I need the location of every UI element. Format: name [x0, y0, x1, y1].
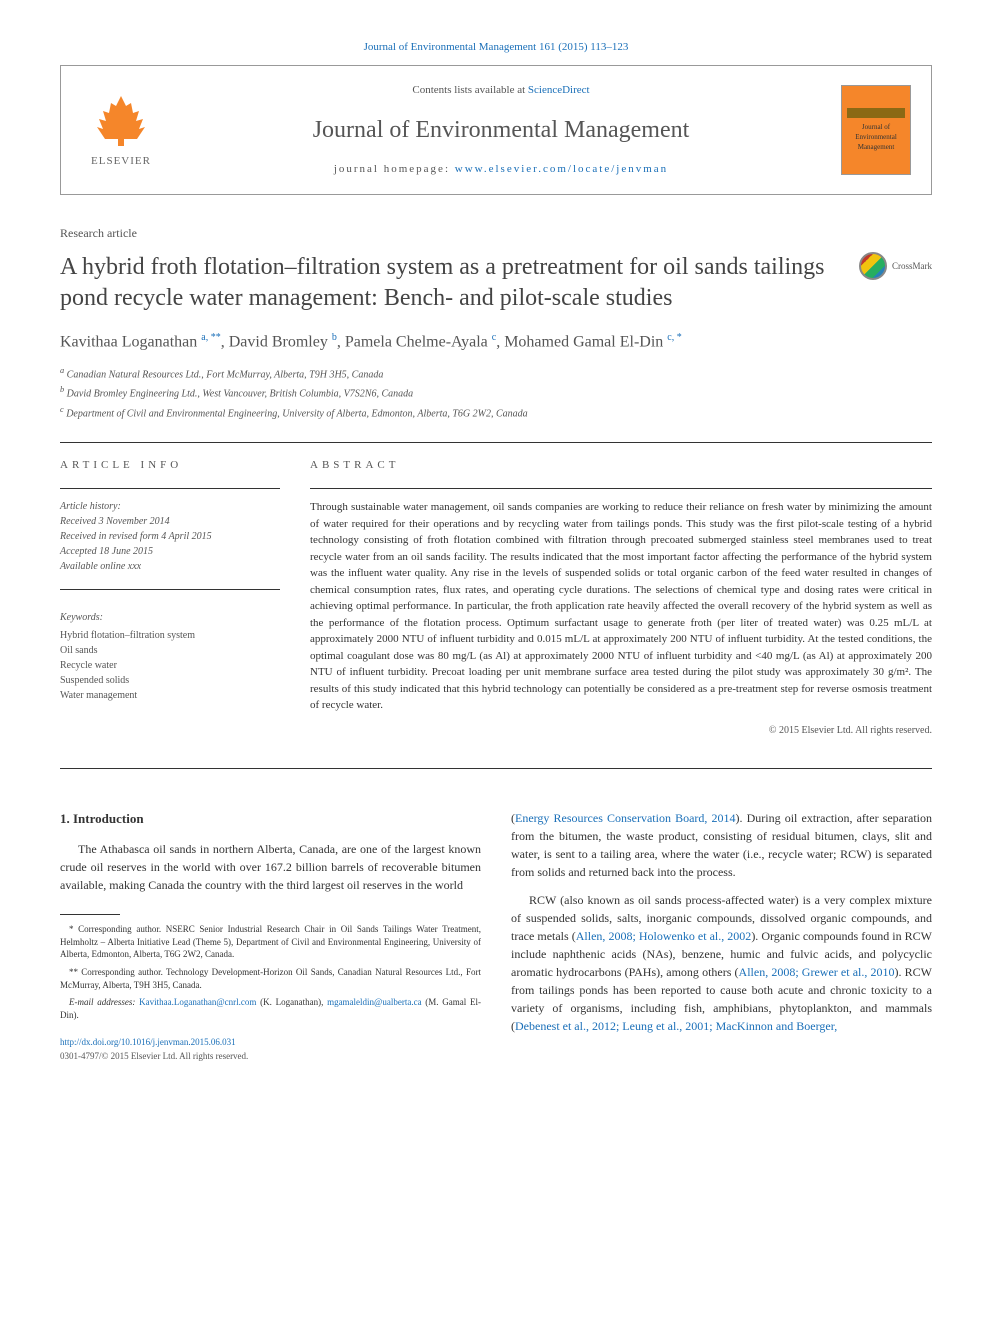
- journal-title: Journal of Environmental Management: [161, 114, 841, 148]
- email-link-2[interactable]: mgamaleldin@ualberta.ca: [327, 997, 422, 1007]
- article-type: Research article: [60, 225, 932, 242]
- keywords-divider: [60, 589, 280, 590]
- top-citation-link: Journal of Environmental Management 161 …: [60, 40, 932, 55]
- keyword-4: Suspended solids: [60, 673, 280, 688]
- contents-prefix: Contents lists available at: [412, 84, 527, 96]
- crossmark-icon: [859, 252, 887, 280]
- footnotes: * Corresponding author. NSERC Senior Ind…: [60, 923, 481, 1021]
- affiliation-b: b David Bromley Engineering Ltd., West V…: [60, 383, 932, 402]
- article-info-column: ARTICLE INFO Article history: Received 3…: [60, 458, 280, 738]
- homepage-link[interactable]: www.elsevier.com/locate/jenvman: [455, 163, 668, 175]
- received-date: Received 3 November 2014: [60, 514, 280, 529]
- intro-para-2: RCW (also known as oil sands process-aff…: [511, 891, 932, 1035]
- divider-top: [60, 442, 932, 443]
- revised-date: Received in revised form 4 April 2015: [60, 529, 280, 544]
- journal-header: ELSEVIER Contents lists available at Sci…: [60, 65, 932, 195]
- abstract-text: Through sustainable water management, oi…: [310, 499, 932, 714]
- info-divider: [60, 488, 280, 489]
- page-footer: http://dx.doi.org/10.1016/j.jenvman.2015…: [60, 1036, 481, 1063]
- doi-link[interactable]: http://dx.doi.org/10.1016/j.jenvman.2015…: [60, 1037, 236, 1047]
- top-citation[interactable]: Journal of Environmental Management 161 …: [364, 41, 629, 53]
- abstract-heading: ABSTRACT: [310, 458, 932, 473]
- journal-cover-thumbnail: Journal of Environmental Management: [841, 85, 911, 175]
- divider-bottom: [60, 768, 932, 769]
- keywords-label: Keywords:: [60, 610, 280, 625]
- homepage-line: journal homepage: www.elsevier.com/locat…: [161, 162, 841, 177]
- title-row: A hybrid froth flotation–filtration syst…: [60, 252, 932, 314]
- elsevier-logo: ELSEVIER: [81, 85, 161, 175]
- affiliation-c: c Department of Civil and Environmental …: [60, 403, 932, 422]
- info-abstract-row: ARTICLE INFO Article history: Received 3…: [60, 458, 932, 738]
- footnote-dstar: ** Corresponding author. Technology Deve…: [60, 966, 481, 991]
- intro-para-1: The Athabasca oil sands in northern Albe…: [60, 840, 481, 894]
- cover-bar: [847, 108, 905, 118]
- abstract-copyright: © 2015 Elsevier Ltd. All rights reserved…: [310, 724, 932, 738]
- affiliation-a: a Canadian Natural Resources Ltd., Fort …: [60, 364, 932, 383]
- ref-link-debenest[interactable]: Debenest et al., 2012; Leung et al., 200…: [515, 1019, 837, 1033]
- keyword-5: Water management: [60, 688, 280, 703]
- homepage-prefix: journal homepage:: [334, 163, 455, 175]
- cover-line2: Environmental: [855, 133, 897, 143]
- introduction-heading: 1. Introduction: [60, 809, 481, 829]
- ref-link-allen-holowenko[interactable]: Allen, 2008; Holowenko et al., 2002: [576, 929, 752, 943]
- affiliations: a Canadian Natural Resources Ltd., Fort …: [60, 364, 932, 422]
- article-title: A hybrid froth flotation–filtration syst…: [60, 252, 859, 314]
- email-link-1[interactable]: Kavithaa.Loganathan@cnrl.com: [139, 997, 256, 1007]
- sciencedirect-link[interactable]: ScienceDirect: [528, 84, 590, 96]
- keyword-1: Hybrid flotation–filtration system: [60, 628, 280, 643]
- authors-list: Kavithaa Loganathan a, **, David Bromley…: [60, 330, 932, 354]
- history-label: Article history:: [60, 499, 280, 514]
- footnote-emails: E-mail addresses: Kavithaa.Loganathan@cn…: [60, 996, 481, 1021]
- available-date: Available online xxx: [60, 559, 280, 574]
- cover-line1: Journal of: [862, 123, 890, 133]
- intro-para-1-cont: (Energy Resources Conservation Board, 20…: [511, 809, 932, 881]
- keywords-block: Keywords: Hybrid flotation–filtration sy…: [60, 610, 280, 703]
- crossmark-label: CrossMark: [892, 260, 932, 273]
- accepted-date: Accepted 18 June 2015: [60, 544, 280, 559]
- abstract-column: ABSTRACT Through sustainable water manag…: [310, 458, 932, 738]
- header-center: Contents lists available at ScienceDirec…: [161, 83, 841, 177]
- cover-line3: Management: [858, 143, 895, 153]
- body-columns: 1. Introduction The Athabasca oil sands …: [60, 809, 932, 1064]
- article-history: Article history: Received 3 November 201…: [60, 499, 280, 574]
- issn-copyright: 0301-4797/© 2015 Elsevier Ltd. All right…: [60, 1051, 248, 1061]
- footnote-separator: [60, 914, 120, 915]
- footnote-star: * Corresponding author. NSERC Senior Ind…: [60, 923, 481, 961]
- crossmark-badge[interactable]: CrossMark: [859, 252, 932, 280]
- elsevier-text: ELSEVIER: [91, 154, 151, 169]
- ref-link-ercb[interactable]: Energy Resources Conservation Board, 201…: [515, 811, 736, 825]
- abstract-divider: [310, 488, 932, 489]
- article-info-heading: ARTICLE INFO: [60, 458, 280, 473]
- keyword-3: Recycle water: [60, 658, 280, 673]
- contents-list-line: Contents lists available at ScienceDirec…: [161, 83, 841, 98]
- ref-link-allen-grewer[interactable]: Allen, 2008; Grewer et al., 2010: [739, 965, 895, 979]
- keyword-2: Oil sands: [60, 643, 280, 658]
- elsevier-tree-icon: [91, 91, 151, 151]
